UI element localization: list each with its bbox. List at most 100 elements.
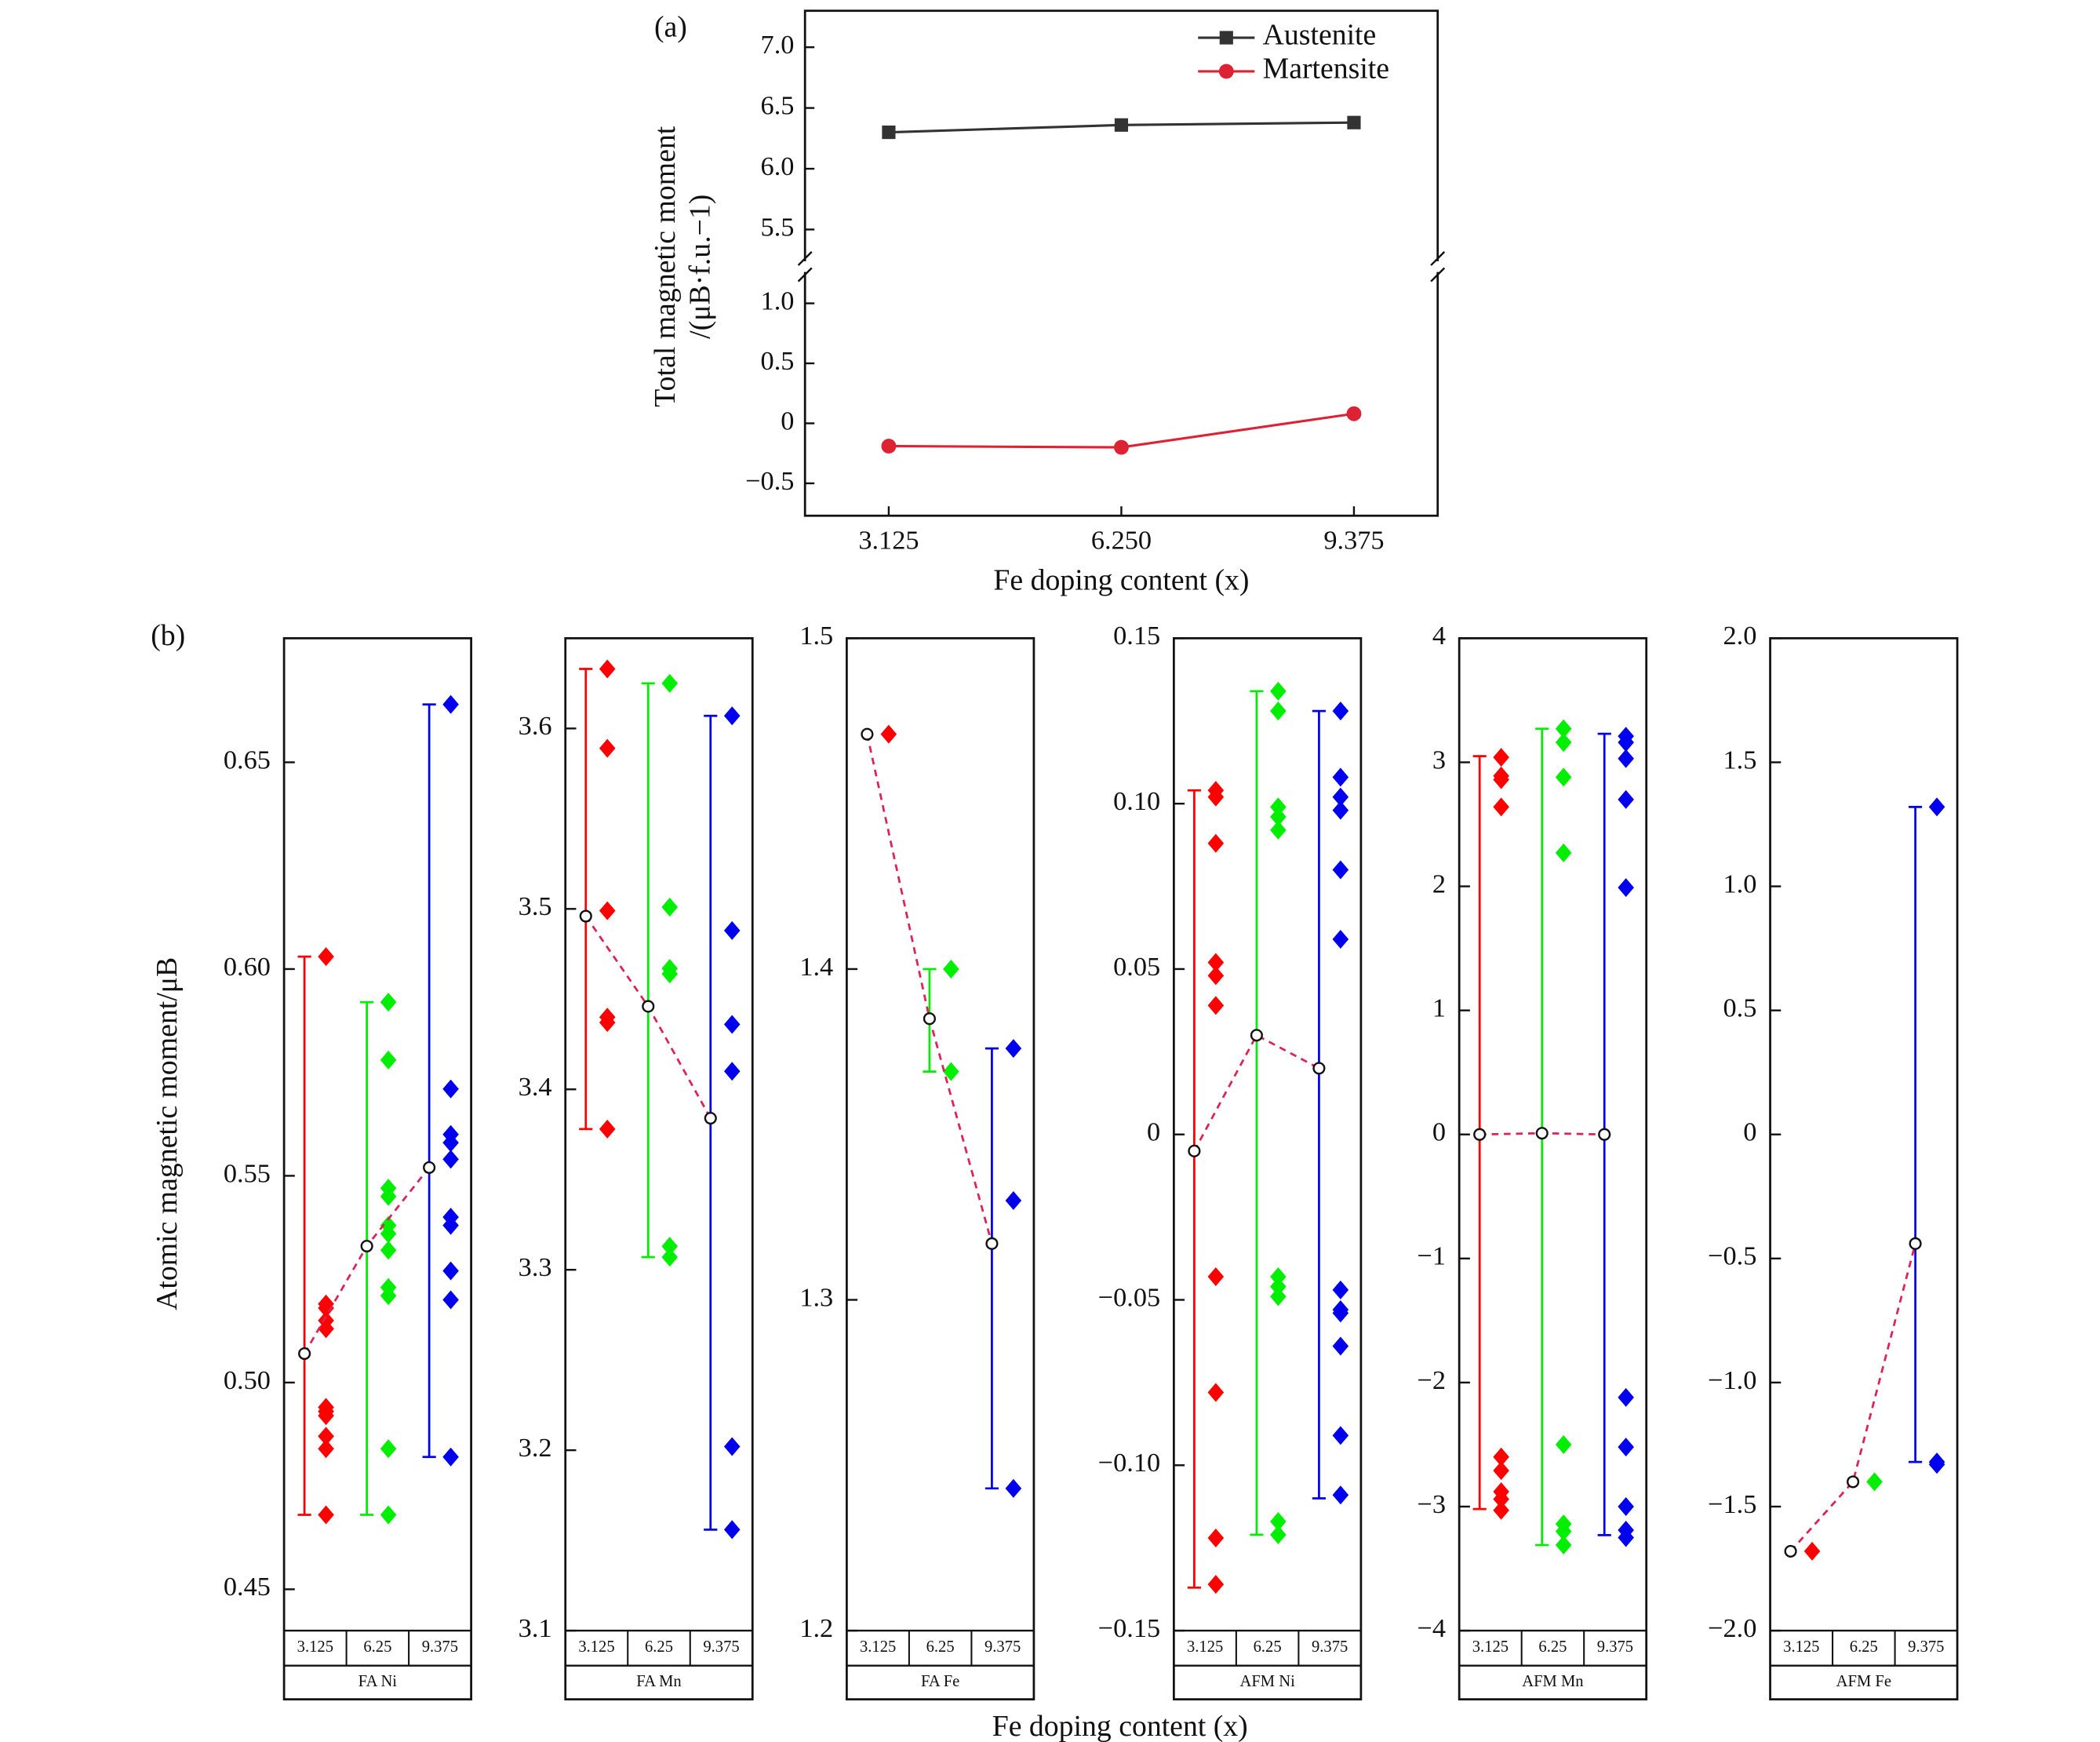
data-point [442,1133,459,1153]
category-label: 9.375 [984,1638,1021,1656]
y-tick-label: 0 [1743,1117,1756,1147]
category-label: 3.125 [297,1638,333,1656]
data-point [1207,996,1225,1015]
y-tick-label: −1.5 [1708,1489,1756,1519]
data-point [1928,797,1945,817]
category-label: 3.125 [578,1638,614,1656]
y-tick-label: 1.3 [799,1282,833,1312]
data-point [1618,1387,1634,1407]
data-point [880,724,897,744]
data-point [1866,1472,1883,1492]
y-tick-label: 1.0 [1723,869,1757,898]
y-axis-label: Atomic magnetic moment/μB [151,957,184,1310]
axis-break-mark [1430,267,1446,282]
x-axis-label: Fe doping content (x) [992,1710,1248,1742]
y-tick-label: 0.60 [224,952,271,982]
y-tick-label: −0.15 [1098,1613,1160,1643]
data-point [723,1437,741,1456]
data-point [1618,1496,1634,1517]
data-point [1618,789,1634,809]
panel-name: FA Fe [921,1673,959,1690]
data-point [1332,1426,1349,1445]
mean-line [1789,1243,1916,1552]
y-tick-label: 3.6 [519,711,552,741]
y-tick-label: 6.5 [761,90,795,120]
y-tick-label: 0.15 [1113,621,1160,651]
data-point [1207,966,1225,986]
category-label: 6.25 [1254,1638,1282,1656]
y-tick-label: −1.0 [1708,1365,1756,1395]
y-tick-label: −0.5 [745,466,794,496]
data-point [1114,439,1129,455]
y-tick-label: 0 [781,406,794,436]
data-point [318,1319,334,1339]
mean-point [1909,1237,1922,1250]
data-point [599,1013,616,1033]
y-tick-label: 1 [1432,993,1446,1023]
mean-point [1250,1029,1263,1042]
y-tick-label: 1.4 [799,952,833,982]
data-point [1332,702,1349,721]
panel-frame [1458,637,1648,1700]
data-point [723,920,741,940]
y-tick-label: −1 [1417,1241,1446,1271]
mean-point [360,1239,373,1253]
y-tick-label: −2.0 [1708,1613,1756,1643]
y-tick-label: 0.45 [224,1572,271,1602]
panel-label: (b) [151,619,185,652]
y-axis-label: /(μB·f.u.−1) [683,195,716,339]
data-point [442,1447,459,1467]
data-point [882,126,896,140]
y-axis-label: Total magnetic moment [649,126,682,406]
data-point [1207,953,1225,972]
category-label: 6.25 [1850,1638,1878,1656]
data-point [1207,787,1225,807]
y-tick-label: 3 [1432,745,1446,774]
category-label: 3.125 [1187,1638,1223,1656]
category-label: 9.375 [1908,1638,1944,1656]
mean-point [1784,1544,1797,1558]
y-tick-label: −0.05 [1098,1282,1160,1312]
y-tick-label: 3.3 [519,1252,552,1282]
data-point [1493,1500,1509,1520]
mean-point [642,1000,655,1013]
mean-point [579,909,592,923]
category-label: 6.25 [645,1638,673,1656]
data-point [318,1427,334,1446]
category-label: 9.375 [703,1638,739,1656]
y-tick-label: 0.50 [224,1365,271,1395]
category-label: 9.375 [422,1638,458,1656]
data-point [943,1062,959,1081]
panel-frame [846,637,1035,1700]
y-tick-label: 0.55 [224,1158,271,1188]
data-point [1555,719,1572,738]
data-point [1207,1529,1225,1548]
panel-name: AFM Ni [1239,1673,1295,1690]
data-point [1207,833,1225,853]
axis-break-mark [797,267,813,282]
mean-point [1312,1062,1326,1075]
data-point [1332,1280,1349,1299]
category-label: 9.375 [1597,1638,1633,1656]
category-label: 6.25 [1538,1638,1567,1656]
y-tick-label: 0.05 [1113,952,1160,982]
mean-point [1473,1128,1487,1141]
panel-label: (a) [654,10,687,43]
data-point [1332,930,1349,949]
panel-frame [1172,637,1363,1700]
y-tick-label: 6.0 [761,151,795,181]
y-tick-label: 0 [1432,1117,1446,1147]
data-point [1618,749,1634,768]
mean-point [298,1347,311,1361]
category-label: 6.25 [926,1638,955,1656]
data-point [599,1119,616,1139]
data-point [1493,797,1509,817]
panel-name: AFM Mn [1522,1673,1583,1690]
y-tick-label: 3.1 [519,1613,552,1643]
mean-point [1598,1128,1611,1141]
y-tick-label: −0.10 [1098,1448,1160,1478]
data-point [1207,1575,1225,1594]
